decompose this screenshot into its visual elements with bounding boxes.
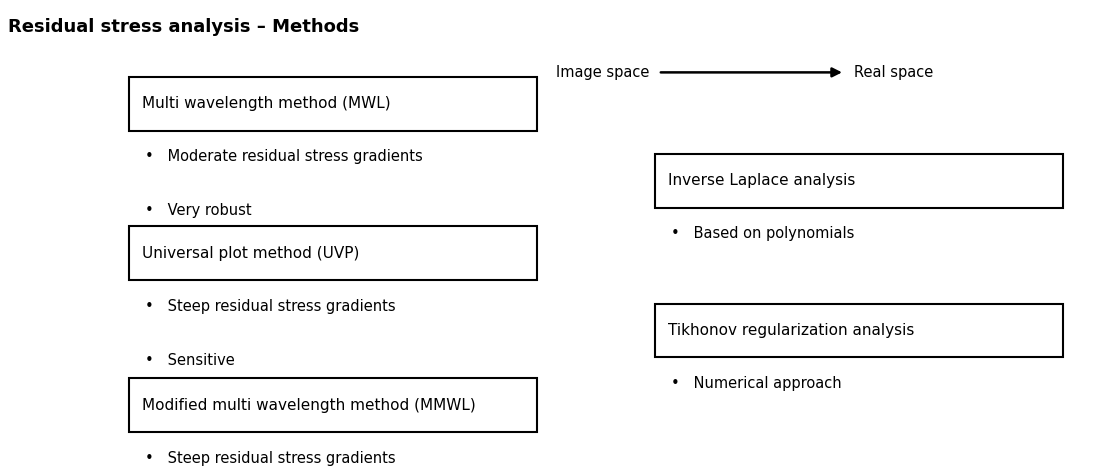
Text: •   Numerical approach: • Numerical approach	[671, 376, 841, 391]
Text: Tikhonov regularization analysis: Tikhonov regularization analysis	[668, 323, 914, 338]
FancyBboxPatch shape	[129, 77, 537, 131]
Text: Image space: Image space	[556, 65, 649, 80]
Text: •   Steep residual stress gradients: • Steep residual stress gradients	[145, 299, 396, 314]
FancyBboxPatch shape	[129, 226, 537, 280]
Text: Inverse Laplace analysis: Inverse Laplace analysis	[668, 173, 855, 189]
Text: Real space: Real space	[854, 65, 933, 80]
Text: Modified multi wavelength method (MMWL): Modified multi wavelength method (MMWL)	[142, 397, 476, 413]
Text: •   Based on polynomials: • Based on polynomials	[671, 226, 855, 241]
Text: Multi wavelength method (MWL): Multi wavelength method (MWL)	[142, 96, 391, 112]
Text: •   Moderate residual stress gradients: • Moderate residual stress gradients	[145, 149, 423, 164]
Text: •   Sensitive: • Sensitive	[145, 353, 235, 368]
Text: Universal plot method (UVP): Universal plot method (UVP)	[142, 246, 359, 261]
Text: Residual stress analysis – Methods: Residual stress analysis – Methods	[8, 18, 359, 36]
FancyBboxPatch shape	[655, 304, 1063, 357]
FancyBboxPatch shape	[129, 378, 537, 432]
Text: •   Steep residual stress gradients: • Steep residual stress gradients	[145, 451, 396, 466]
Text: •   Very robust: • Very robust	[145, 203, 252, 218]
FancyBboxPatch shape	[655, 154, 1063, 208]
